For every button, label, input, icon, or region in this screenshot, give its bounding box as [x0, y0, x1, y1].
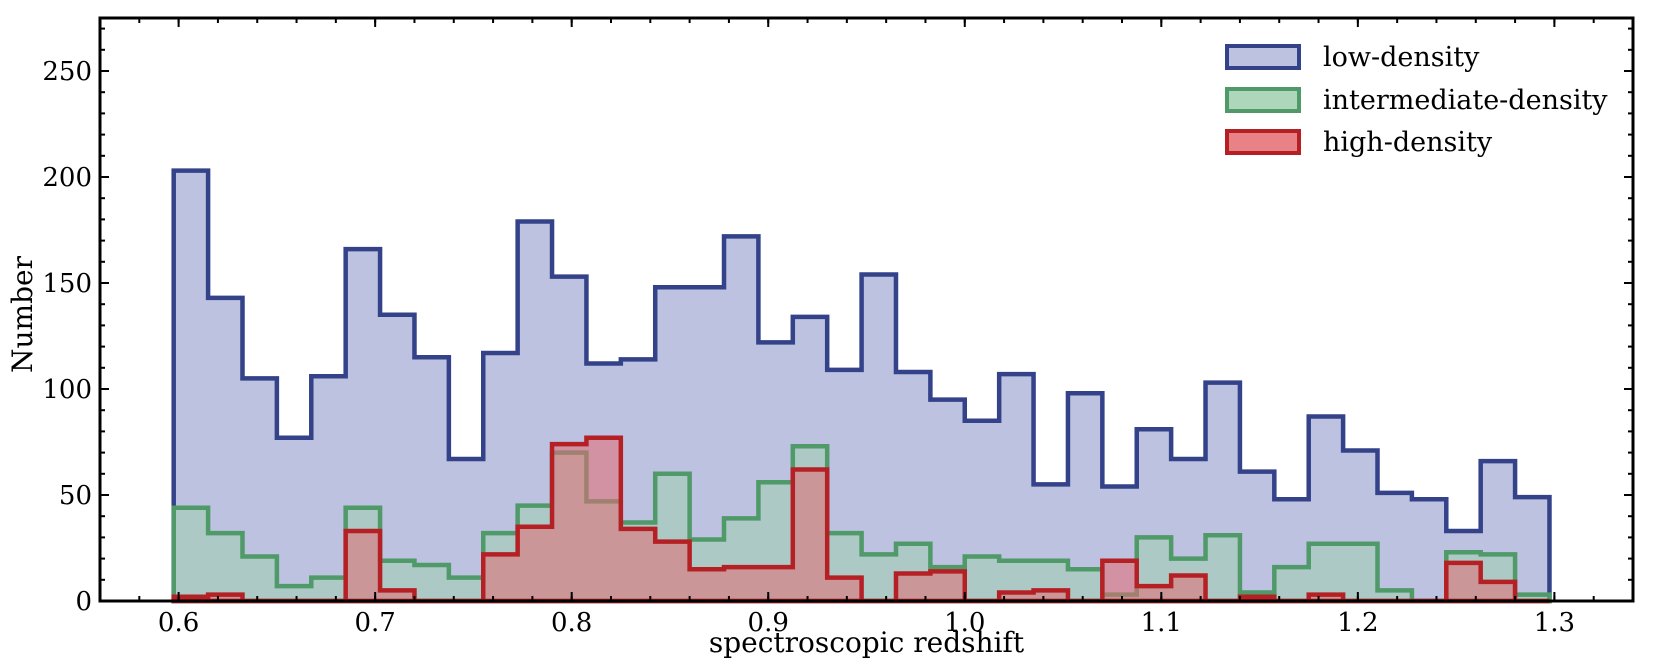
legend-label-high-density: high-density — [1323, 127, 1493, 158]
x-tick-label: 0.9 — [748, 608, 789, 638]
x-tick-label: 1.3 — [1534, 608, 1575, 638]
y-axis-title: Number — [6, 255, 39, 373]
legend-swatch-low-density — [1225, 44, 1301, 70]
x-tick-label: 0.7 — [354, 608, 395, 638]
x-tick-label: 1.0 — [944, 608, 985, 638]
series-layer — [171, 168, 1552, 604]
x-tick-label: 0.6 — [158, 608, 199, 638]
x-tick-label: 1.1 — [1141, 608, 1182, 638]
y-tick-label: 50 — [59, 481, 92, 511]
legend: low-density intermediate-density high-de… — [1225, 42, 1608, 158]
histogram-outline-intermediate-density — [171, 443, 1552, 604]
legend-label-low-density: low-density — [1323, 42, 1480, 73]
y-tick-label: 200 — [42, 163, 92, 193]
x-tick-label: 0.8 — [551, 608, 592, 638]
legend-swatch-high-density — [1225, 129, 1301, 155]
y-tick-label: 250 — [42, 57, 92, 87]
y-tick-label: 100 — [42, 375, 92, 405]
histogram-outline-low-density — [171, 168, 1552, 604]
tick-labels-layer: 0.6 0.7 0.8 0.9 1.0 1.1 1.2 1.3 0 50 100 150 200 250 — [42, 57, 1575, 638]
x-axis-title: spectroscopic redshift — [709, 626, 1025, 659]
histogram-fill-high-density — [173, 437, 1550, 601]
legend-label-intermediate-density: intermediate-density — [1323, 85, 1608, 116]
plot-frame — [98, 16, 1635, 603]
y-tick-label: 150 — [42, 269, 92, 299]
legend-swatch-intermediate-density — [1225, 87, 1301, 113]
x-tick-label: 1.2 — [1337, 608, 1378, 638]
y-tick-label: 0 — [75, 587, 92, 617]
